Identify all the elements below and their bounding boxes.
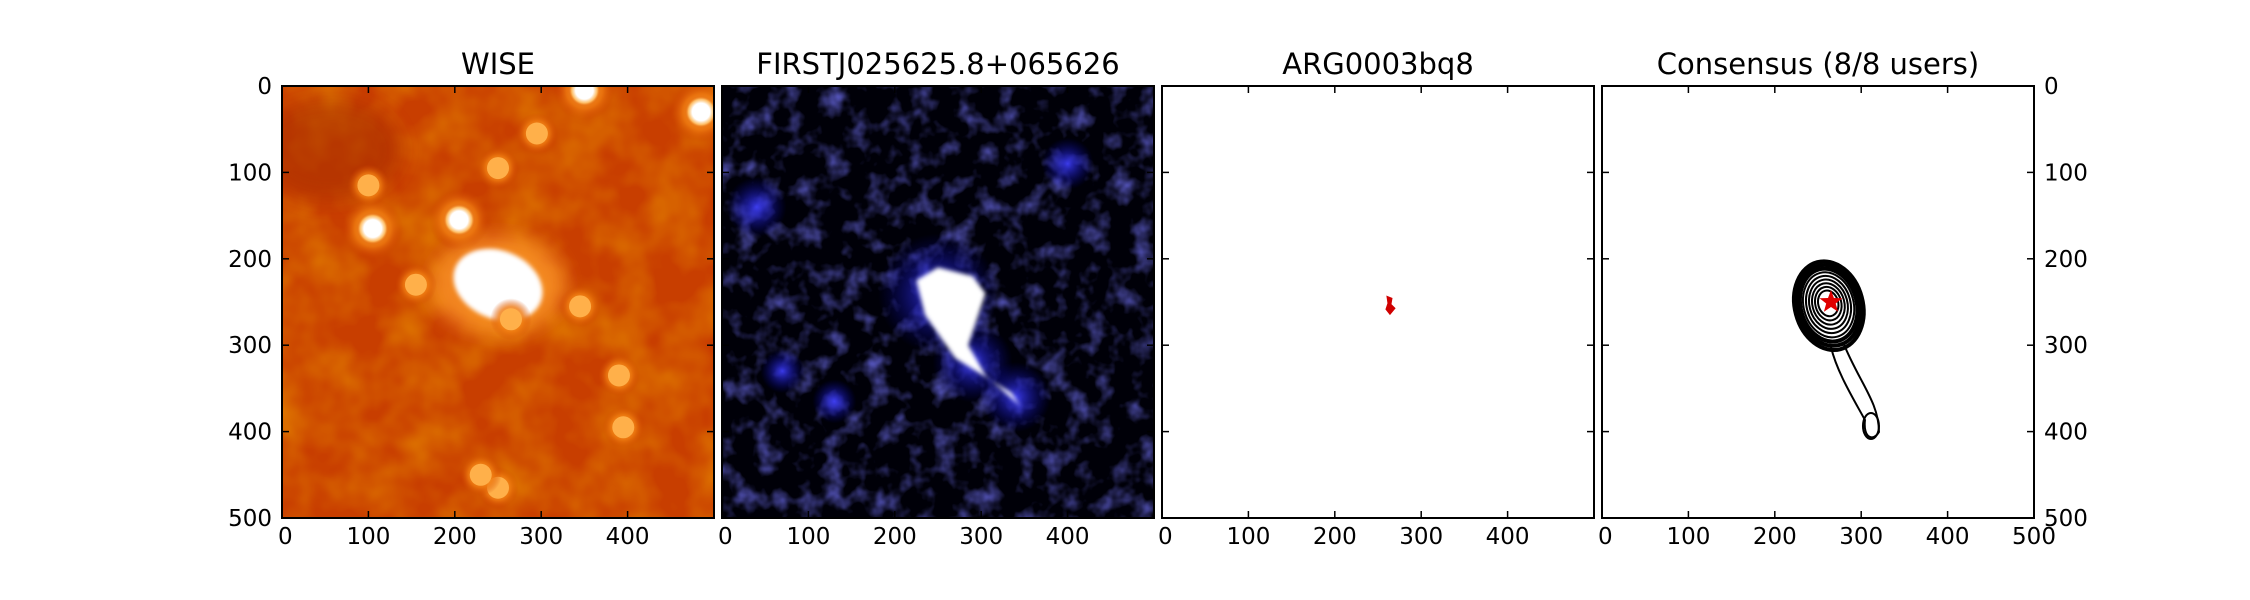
- y-tick-label: 400: [228, 420, 272, 446]
- source: [607, 364, 630, 387]
- source: [487, 157, 509, 180]
- y-tick-label: 500: [2044, 506, 2088, 532]
- panel-axes: 0 100 200 300 400 500 0 100 200 300 400 500: [1598, 74, 2088, 550]
- x-tick-label: 300: [1839, 524, 1883, 550]
- source: [469, 463, 492, 486]
- source: [499, 308, 522, 331]
- x-tick-label: 400: [1046, 524, 1090, 550]
- contour: [1813, 285, 1843, 322]
- consensus-peak-star: [1819, 290, 1843, 312]
- x-tick-label: 100: [786, 524, 830, 550]
- wise-image: [282, 86, 714, 518]
- x-tick-label: 0: [278, 524, 293, 550]
- contour: [1810, 282, 1846, 326]
- radio-glow: [760, 349, 805, 394]
- radio-emission: [916, 267, 1021, 406]
- user-click-marker: [1385, 295, 1396, 316]
- source: [569, 295, 592, 318]
- panel-consensus: Consensus (8/8 users) 0 100 200 300 400 500 0 1…: [1598, 47, 2088, 550]
- x-tick-label: 100: [346, 524, 390, 550]
- panel-title: ARG0003bq8: [1282, 47, 1474, 81]
- panel-frame: [281, 85, 715, 519]
- contour: [1807, 278, 1849, 330]
- x-tick-label: 100: [1666, 524, 1710, 550]
- contour: [1861, 412, 1880, 440]
- consensus-contours: [1791, 259, 1880, 440]
- panel-first: FIRSTJ025625.8+065626 0 100 200 300 400: [718, 47, 1155, 550]
- user-click: [1385, 295, 1396, 316]
- y-tick-label: 300: [228, 333, 272, 359]
- source: [357, 174, 380, 197]
- x-tick-label: 200: [1753, 524, 1797, 550]
- panel-title: Consensus (8/8 users): [1657, 47, 1979, 81]
- source: [525, 122, 548, 145]
- source: [612, 416, 635, 439]
- x-tick-label: 500: [2012, 524, 2056, 550]
- panel-title: FIRSTJ025625.8+065626: [756, 47, 1119, 81]
- panel-axes: 0 100 200 300 400: [1158, 85, 1594, 550]
- panel-frame: [1161, 85, 1595, 519]
- source: [685, 95, 714, 128]
- y-tick-label: 500: [228, 506, 272, 532]
- contour: [1801, 271, 1856, 339]
- contour: [1797, 266, 1860, 344]
- panel-title: WISE: [461, 47, 535, 81]
- x-tick-label: 200: [1313, 524, 1357, 550]
- radio-glow: [726, 176, 787, 237]
- x-tick-label: 100: [1226, 524, 1270, 550]
- wise-sources: [342, 86, 714, 509]
- y-tick-label: 200: [228, 247, 272, 273]
- y-tick-label: 100: [2044, 160, 2088, 186]
- panel-frame: [721, 85, 1155, 519]
- panel-axes: 0 100 200 300 400: [718, 85, 1154, 550]
- panel-frame: [1601, 85, 2035, 519]
- source: [404, 273, 427, 296]
- y-tick-label: 0: [2044, 74, 2059, 100]
- x-tick-label: 300: [519, 524, 563, 550]
- x-tick-label: 0: [1598, 524, 1613, 550]
- contour: [1804, 274, 1853, 335]
- radio-glow: [1041, 137, 1094, 190]
- x-tick-label: 400: [1486, 524, 1530, 550]
- y-tick-label: 0: [257, 74, 272, 100]
- y-tick-label: 100: [228, 160, 272, 186]
- y-tick-label: 400: [2044, 420, 2088, 446]
- x-tick-label: 200: [873, 524, 917, 550]
- radio-glow: [980, 362, 1051, 433]
- contour: [1829, 341, 1880, 439]
- panel-user: ARG0003bq8 0 100 200 300 400: [1158, 47, 1595, 550]
- y-tick-label: 300: [2044, 333, 2088, 359]
- x-tick-label: 400: [1926, 524, 1970, 550]
- source: [443, 203, 476, 236]
- panel-axes: 0 100 200 300 400 0 100 200 300 400 500: [228, 74, 714, 550]
- x-tick-label: 400: [606, 524, 650, 550]
- first-image: [722, 86, 1154, 518]
- y-tick-label: 200: [2044, 247, 2088, 273]
- x-tick-label: 300: [1399, 524, 1443, 550]
- x-tick-label: 0: [1158, 524, 1173, 550]
- x-tick-label: 0: [718, 524, 733, 550]
- contour: [1791, 259, 1866, 353]
- source: [568, 86, 601, 107]
- source: [356, 212, 389, 245]
- user-image: [1162, 86, 1594, 518]
- x-tick-label: 200: [433, 524, 477, 550]
- panel-wise: WISE 0 100 200 300 400 0 100 200 300 400 500: [228, 47, 715, 550]
- radio-glow: [812, 379, 857, 424]
- contour: [1794, 262, 1863, 348]
- x-tick-label: 300: [959, 524, 1003, 550]
